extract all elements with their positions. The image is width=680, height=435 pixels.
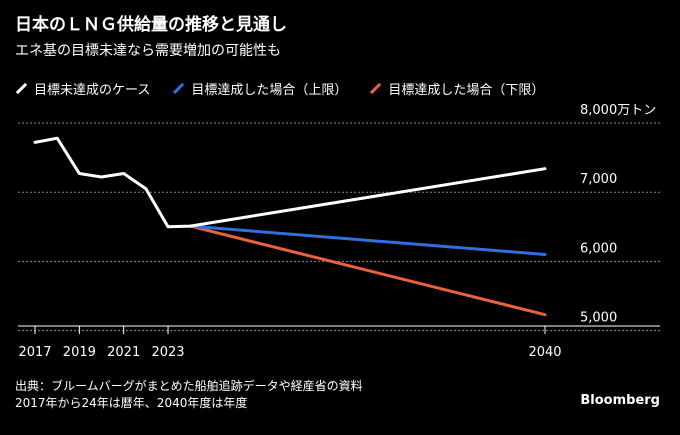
y-tick-label-0: 8,000万トン — [580, 103, 656, 118]
footer: 出典：ブルームバーグがまとめた船舶追跡データや経産省の資料 2017年から24年… — [15, 378, 363, 412]
legend-item-upper: 目標達成した場合（上限） — [172, 79, 347, 98]
series-line-2 — [188, 224, 547, 317]
legend-label-lower: 目標達成した場合（下限） — [388, 83, 545, 98]
legend-item-lower: 目標達成した場合（下限） — [369, 79, 544, 98]
legend-item-shortfall: 目標未達成のケース — [15, 79, 150, 98]
legend-label-upper: 目標達成した場合（上限） — [191, 83, 348, 98]
x-tick-label-1: 2019 — [63, 345, 96, 360]
chart-title: 日本のＬＮＧ供給量の推移と見通し — [15, 15, 287, 35]
x-tick-label-0: 2017 — [18, 345, 51, 360]
series-line-1 — [188, 224, 547, 256]
x-tick-label-4: 2040 — [528, 345, 561, 360]
y-tick-label-3: 5,000 — [580, 311, 617, 326]
x-tick-label-2: 2021 — [107, 345, 140, 360]
legend: 目標未達成のケース 目標達成した場合（上限） 目標達成した場合（下限） — [15, 79, 566, 98]
chart-subtitle: エネ基の目標未達なら需要増加の可能性も — [15, 43, 281, 59]
y-tick-label-1: 7,000 — [580, 172, 617, 187]
period-note: 2017年から24年は暦年、2040年度は年度 — [15, 396, 248, 410]
source-note: 出典：ブルームバーグがまとめた船舶追跡データや経産省の資料 — [15, 379, 363, 393]
x-tick-label-3: 2023 — [151, 345, 184, 360]
y-tick-label-2: 6,000 — [580, 241, 617, 256]
legend-label-shortfall: 目標未達成のケース — [34, 83, 151, 98]
bloomberg-logo: Bloomberg — [580, 393, 660, 408]
series-line-0 — [33, 136, 547, 229]
